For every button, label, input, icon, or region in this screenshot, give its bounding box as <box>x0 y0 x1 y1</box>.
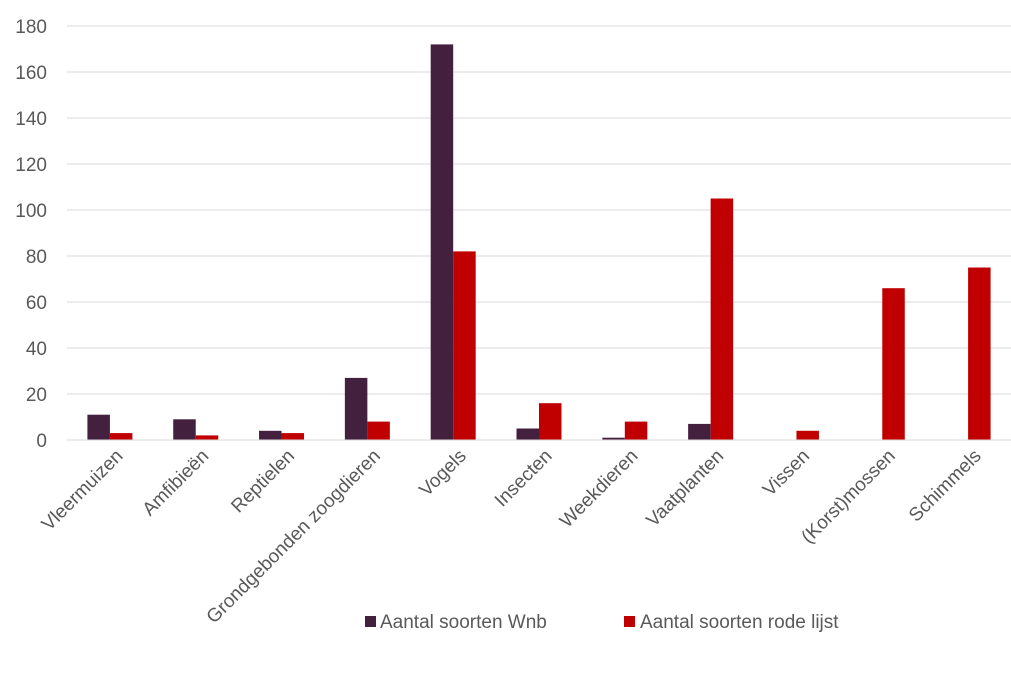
gridlines <box>67 25 1011 395</box>
y-tick-label: 180 <box>15 17 47 38</box>
x-tick-label: Grondgebonden zoogdieren <box>203 446 385 628</box>
bar-rode-lijst <box>710 198 734 440</box>
y-tick-label: 40 <box>26 339 47 360</box>
y-tick-label: 80 <box>26 247 47 268</box>
bar-rode-lijst <box>796 430 819 440</box>
legend-label: Aantal soorten Wnb <box>380 612 547 633</box>
bar-wnb <box>259 430 282 440</box>
x-tick-label: Vaatplanten <box>643 446 729 532</box>
legend-swatch <box>365 616 376 627</box>
bar-rode-lijst <box>624 421 648 440</box>
y-tick-label: 140 <box>15 109 47 130</box>
bar-wnb <box>602 437 625 440</box>
legend-swatch <box>624 616 635 627</box>
bar-wnb <box>344 377 368 440</box>
x-tick-label: Schimmels <box>905 446 986 527</box>
bar-wnb <box>87 414 110 440</box>
x-tick-label: Amfibieën <box>139 446 214 521</box>
x-tick-label: Weekdieren <box>556 446 642 532</box>
bars <box>87 44 991 441</box>
bar-rode-lijst <box>453 251 476 440</box>
y-tick-label: 100 <box>15 201 47 222</box>
y-tick-label: 60 <box>26 293 47 314</box>
bar-rode-lijst <box>882 288 905 440</box>
bar-rode-lijst <box>195 435 219 440</box>
bar-wnb <box>516 428 539 440</box>
x-axis-labels: Vleermuizen Amfibieën ReptielenGrondgebond… <box>38 446 986 628</box>
y-tick-label: 160 <box>15 63 47 84</box>
x-tick-label: Vleermuizen <box>38 446 128 536</box>
x-tick-label: Reptielen <box>227 446 299 518</box>
x-tick-label: Vogels <box>416 446 471 501</box>
y-tick-label: 0 <box>36 431 47 452</box>
bar-rode-lijst <box>539 403 562 440</box>
legend-label: Aantal soorten rode lijst <box>640 612 839 633</box>
bar-wnb <box>430 44 454 441</box>
bar-rode-lijst <box>109 433 133 440</box>
bar-wnb <box>688 423 711 440</box>
x-tick-label: Vissen <box>759 446 814 501</box>
y-tick-label: 120 <box>15 155 47 176</box>
bar-rode-lijst <box>968 267 991 440</box>
y-tick-label: 20 <box>26 385 47 406</box>
bar-rode-lijst <box>281 433 305 440</box>
x-tick-label: Insecten <box>491 446 557 512</box>
bar-rode-lijst <box>367 421 390 440</box>
y-axis-ticks: 0 20 40 60 80 100 120 140 160 180 <box>15 17 47 452</box>
bar-wnb <box>173 419 196 440</box>
legend: Aantal soorten Wnb Aantal soorten rode li… <box>365 612 839 633</box>
